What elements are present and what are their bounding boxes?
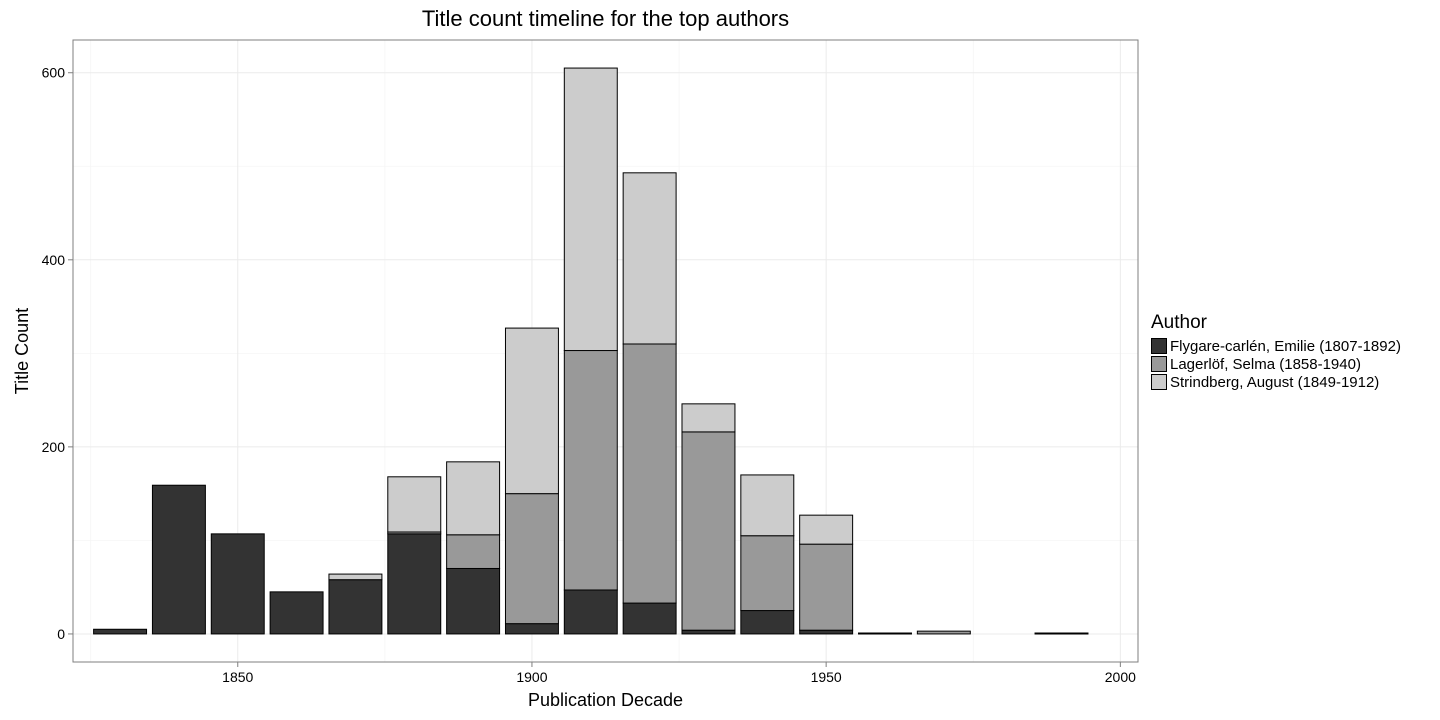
y-tick-label: 200 — [42, 439, 66, 455]
legend-swatch — [1151, 374, 1167, 390]
bar-segment — [858, 632, 912, 635]
bar-segment — [799, 543, 854, 631]
bar-segment — [681, 431, 736, 631]
axes: 1850 1900 1950 2000 0 200 400 600 — [42, 65, 1136, 685]
y-tick-label: 0 — [57, 626, 65, 642]
legend-items: Flygare-carlén, Emilie (1807-1892) Lagerl… — [1151, 337, 1401, 391]
bar-segment — [622, 172, 677, 345]
legend-label: Lagerlöf, Selma (1858-1940) — [1170, 355, 1361, 373]
legend-item: Lagerlöf, Selma (1858-1940) — [1151, 355, 1401, 373]
bar-segment — [681, 629, 736, 635]
plot-border — [72, 39, 1139, 663]
chart-title: Title count timeline for the top authors — [421, 6, 790, 31]
bar-segment — [93, 628, 148, 635]
legend-label: Flygare-carlén, Emilie (1807-1892) — [1170, 337, 1401, 355]
x-tick-label: 1850 — [222, 669, 253, 685]
bar-segment — [740, 474, 795, 537]
legend: Author Flygare-carlén, Emilie (1807-1892… — [1151, 312, 1401, 391]
bar-segment — [446, 534, 501, 569]
bar-segment — [446, 461, 501, 536]
bar-segment — [328, 579, 383, 635]
y-axis-title: Title Count — [12, 308, 32, 394]
bar-segment — [916, 630, 971, 635]
bar-segment — [740, 610, 795, 635]
bar-segment — [504, 493, 559, 625]
x-tick-label: 2000 — [1105, 669, 1136, 685]
bar-segment — [210, 533, 265, 635]
legend-swatch — [1151, 356, 1167, 372]
bar-segment — [151, 484, 206, 635]
bar-segment — [504, 623, 559, 635]
legend-label: Strindberg, August (1849-1912) — [1170, 373, 1380, 391]
bar-segment — [740, 535, 795, 612]
bar-segment — [387, 476, 442, 533]
bar-segment — [799, 629, 854, 635]
legend-swatch — [1151, 338, 1167, 354]
legend-title: Author — [1151, 312, 1207, 333]
y-tick-label: 600 — [42, 65, 66, 81]
x-tick-label: 1950 — [811, 669, 842, 685]
bar-segment — [799, 514, 854, 545]
bar-segment — [563, 589, 618, 635]
bar-segment — [622, 602, 677, 635]
legend-item: Strindberg, August (1849-1912) — [1151, 373, 1401, 391]
bar-segment — [328, 573, 383, 581]
bar-segment — [1034, 632, 1089, 635]
bar-segment — [504, 327, 559, 495]
bar-segment — [563, 350, 618, 591]
y-tick-label: 400 — [42, 252, 66, 268]
x-axis-title: Publication Decade — [528, 690, 683, 710]
bar-segment — [387, 533, 442, 635]
legend-item: Flygare-carlén, Emilie (1807-1892) — [1151, 337, 1401, 355]
bar-segment — [622, 343, 677, 604]
bar-segment — [681, 403, 736, 433]
bar-segment — [563, 67, 618, 352]
bars — [93, 67, 1089, 635]
bar-segment — [446, 567, 501, 635]
bar-segment — [269, 591, 324, 635]
x-tick-label: 1900 — [516, 669, 547, 685]
